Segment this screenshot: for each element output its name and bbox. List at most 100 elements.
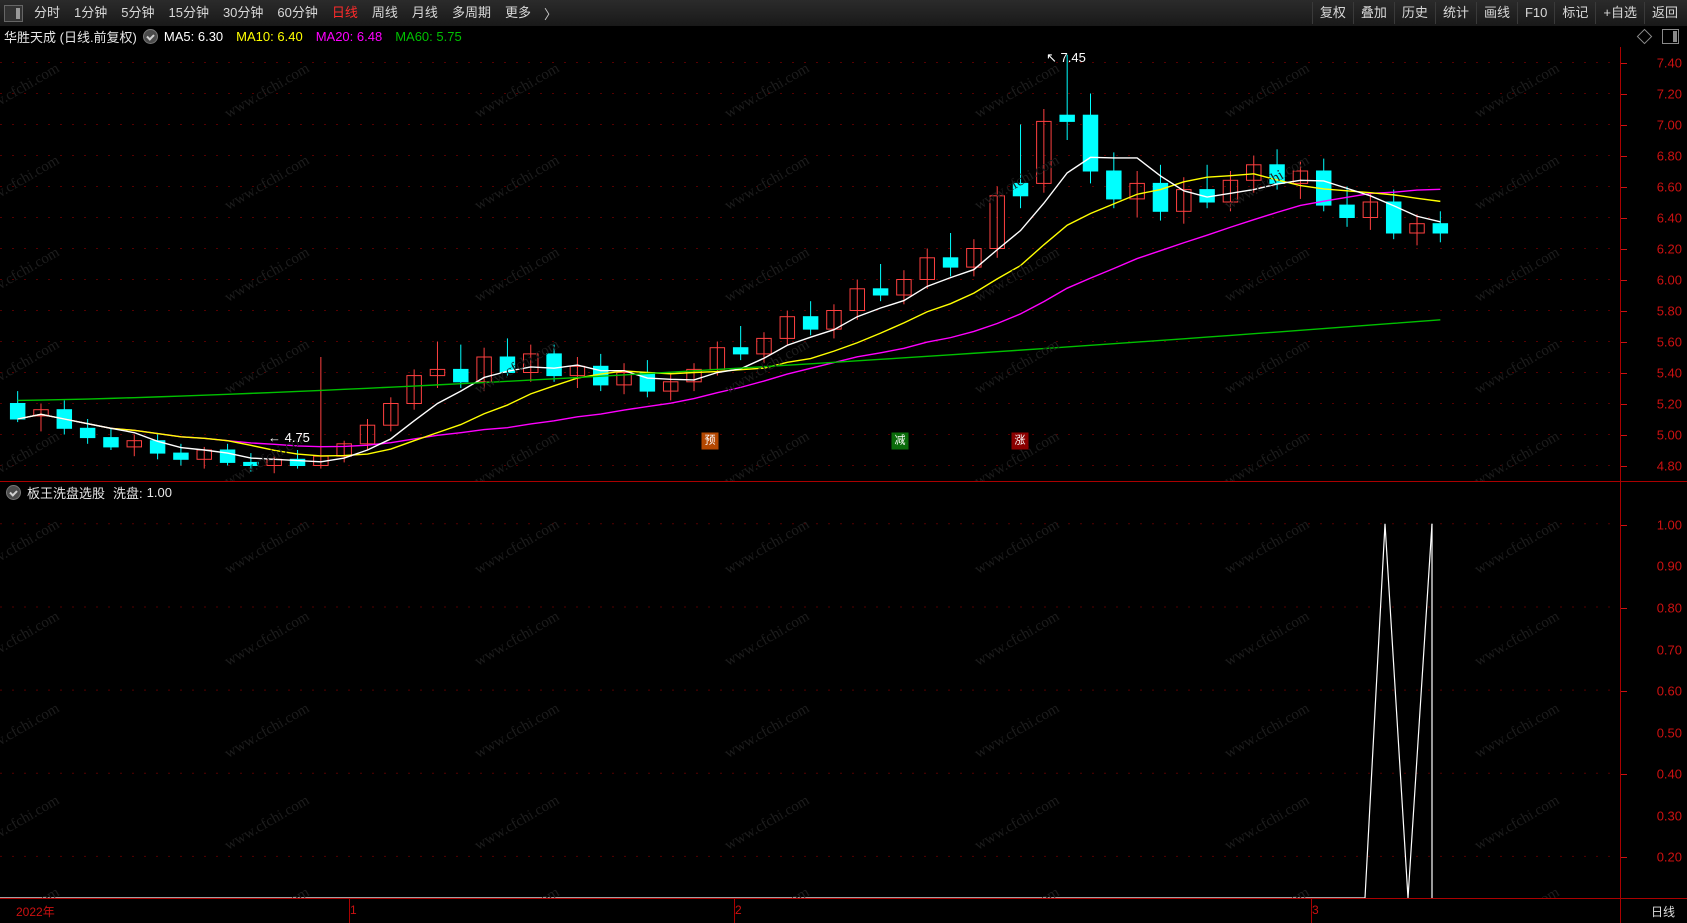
more-arrow-icon[interactable]: 〉 (543, 6, 557, 22)
price-axis-label-5: 6.40 (1656, 210, 1682, 225)
date-separator-2 (1311, 899, 1312, 923)
date-separator-0 (349, 899, 350, 923)
price-axis-tick-7 (1621, 279, 1627, 281)
ma20-value: 6.48 (356, 29, 383, 44)
ma20-readout: MA20: 6.48 (316, 29, 383, 44)
toolbar-left-group: 分时 1分钟 5分钟 15分钟 30分钟 60分钟 日线 周线 月线 多周期 更多 〉 (0, 0, 563, 26)
sub-indicator-title: 板王洗盘选股 (27, 485, 106, 501)
ma60-value: 5.75 (436, 29, 462, 44)
period-tab-6[interactable]: 日线 (331, 5, 358, 20)
price-axis-tick-10 (1621, 372, 1627, 374)
price-axis-tick-3 (1621, 155, 1627, 157)
price-axis-label-12: 5.00 (1656, 427, 1682, 442)
date-separator-1 (734, 899, 735, 923)
toolbar-action-3[interactable]: 统计 (1434, 2, 1476, 24)
price-axis-label-7: 6.00 (1656, 272, 1682, 287)
sub-axis-label-1: 0.90 (1656, 558, 1682, 574)
period-readout: 日线 (1650, 905, 1675, 919)
ma60-label: MA60: (395, 29, 433, 44)
price-axis-label-9: 5.60 (1656, 334, 1682, 349)
ma10-readout: MA10: 6.40 (236, 29, 303, 44)
sub-indicator-axis: 1.00 0.90 0.80 0.70 0.60 0.50 0.40 0.30 0.20 (1620, 481, 1687, 899)
pane-divider (0, 481, 1620, 482)
price-axis-tick-4 (1621, 186, 1627, 188)
price-axis-label-6: 6.20 (1656, 241, 1682, 256)
chart-marker-dec[interactable]: 减 (891, 432, 909, 450)
sub-axis-label-6: 0.40 (1656, 766, 1682, 782)
toolbar-action-8[interactable]: 返回 (1643, 2, 1685, 24)
chevron-down-icon[interactable] (6, 484, 21, 500)
sub-axis-label-0: 1.00 (1656, 517, 1682, 533)
date-axis: 日线 2022年 1 2 3 (0, 898, 1687, 923)
price-axis-label-10: 5.40 (1656, 365, 1682, 380)
period-tab-2[interactable]: 5分钟 (121, 5, 155, 20)
sub-axis-tick-0 (1621, 524, 1627, 526)
date-axis-label-3: 3 (1312, 903, 1319, 917)
period-tab-7[interactable]: 周线 (371, 5, 398, 20)
price-axis-tick-9 (1621, 341, 1627, 343)
chevron-down-icon[interactable] (142, 29, 158, 44)
period-tab-3[interactable]: 15分钟 (168, 5, 209, 20)
price-axis-label-3: 6.80 (1656, 148, 1682, 163)
sub-axis-label-8: 0.20 (1656, 849, 1682, 865)
diamond-icon[interactable] (1636, 28, 1653, 45)
price-axis-tick-5 (1621, 217, 1627, 219)
price-axis-label-4: 6.60 (1656, 179, 1682, 194)
period-tab-5[interactable]: 60分钟 (277, 5, 318, 20)
price-axis-tick-13 (1621, 465, 1627, 467)
period-tab-0[interactable]: 分时 (34, 5, 61, 20)
sub-axis-tick-4 (1621, 691, 1627, 693)
period-tab-1[interactable]: 1分钟 (74, 5, 108, 20)
price-chart-canvas (0, 54, 1620, 474)
period-tab-4[interactable]: 30分钟 (222, 5, 264, 20)
chart-marker-pre[interactable]: 预 (701, 432, 719, 450)
sub-axis-label-4: 0.60 (1656, 683, 1682, 699)
period-tab-8[interactable]: 月线 (411, 5, 438, 20)
toolbar-right-group: 复权 叠加 历史 统计 画线 F10 标记 +自选 返回 (1311, 0, 1687, 26)
sub-axis-tick-2 (1621, 607, 1627, 609)
price-axis-label-2: 7.00 (1656, 117, 1682, 132)
price-axis-tick-0 (1621, 62, 1627, 64)
price-axis: 7.40 7.20 7.00 6.80 6.60 6.40 6.20 6.00 5.80 5.60… (1620, 47, 1687, 481)
sub-axis-tick-6 (1621, 774, 1627, 776)
price-axis-tick-2 (1621, 124, 1627, 126)
ma5-label: MA5: (163, 29, 195, 44)
sub-axis-tick-8 (1621, 857, 1627, 859)
sub-indicator-header: 板王洗盘选股 洗盘: 1.00 (0, 481, 1620, 503)
sub-indicator-field-value: 1.00 (146, 484, 172, 500)
price-axis-label-13: 4.80 (1656, 458, 1682, 473)
period-tab-10[interactable]: 更多 (504, 5, 531, 20)
toolbar-action-5[interactable]: F10 (1516, 2, 1554, 24)
sub-axis-label-5: 0.50 (1656, 725, 1682, 741)
sub-indicator-field-label: 洗盘: (113, 485, 143, 501)
ma10-value: 6.40 (277, 29, 303, 44)
toolbar-action-1[interactable]: 叠加 (1352, 2, 1394, 24)
sub-indicator-pane[interactable]: www.cfchi.com www.cfchi.com www.cfchi.com w… (0, 503, 1620, 898)
toolbar-action-7[interactable]: +自选 (1595, 2, 1644, 24)
chart-marker-up[interactable]: 涨 (1011, 432, 1029, 450)
price-axis-label-11: 5.20 (1656, 396, 1682, 411)
price-axis-tick-8 (1621, 310, 1627, 312)
period-tab-group: 分时 1分钟 5分钟 15分钟 30分钟 60分钟 日线 周线 月线 多周期 更多 (27, 2, 538, 24)
panel-toggle-icon[interactable] (1662, 29, 1679, 44)
toolbar-action-0[interactable]: 复权 (1311, 2, 1353, 24)
price-chart-pane[interactable]: www.cfchi.com www.cfchi.com www.cfchi.com w… (0, 47, 1620, 481)
date-axis-label-2: 2 (735, 903, 742, 917)
top-toolbar: 分时 1分钟 5分钟 15分钟 30分钟 60分钟 日线 周线 月线 多周期 更多 〉 复权 叠加 历史… (0, 0, 1687, 27)
toolbar-action-6[interactable]: 标记 (1554, 2, 1595, 24)
sub-axis-label-7: 0.30 (1656, 808, 1682, 824)
ma20-label: MA20: (315, 29, 354, 44)
period-tab-9[interactable]: 多周期 (451, 5, 491, 20)
ma5-readout: MA5: 6.30 (164, 29, 223, 44)
stock-title: 华胜天成 (日线.前复权) (4, 30, 137, 45)
ma5-value: 6.30 (197, 29, 224, 44)
price-callout-0: ↖ 7.45 (1046, 50, 1086, 65)
sub-axis-label-2: 0.80 (1656, 600, 1682, 616)
toolbar-action-4[interactable]: 画线 (1475, 2, 1517, 24)
price-axis-label-8: 5.80 (1656, 303, 1682, 318)
toolbar-action-2[interactable]: 历史 (1393, 2, 1435, 24)
infobar-right-group (1636, 28, 1687, 45)
price-axis-tick-6 (1621, 248, 1627, 250)
date-axis-right-divider (1620, 899, 1621, 923)
window-icon[interactable] (4, 4, 23, 22)
